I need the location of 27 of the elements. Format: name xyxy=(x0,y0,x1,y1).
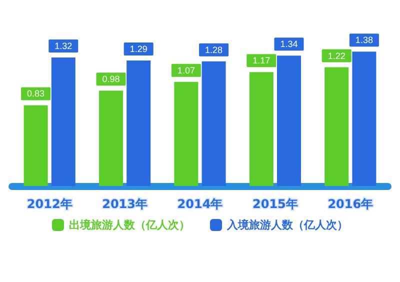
data-label: 1.22 xyxy=(328,50,346,61)
data-label: 1.29 xyxy=(130,44,148,54)
bar xyxy=(324,67,349,186)
x-tick-label: 2012年 xyxy=(26,197,72,211)
x-tick-label: 2016年 xyxy=(328,197,374,211)
x-tick-label: 2013年 xyxy=(102,197,148,211)
data-label: 1.07 xyxy=(177,65,195,76)
data-label: 1.32 xyxy=(54,41,72,52)
bar xyxy=(51,58,76,186)
bar xyxy=(174,82,198,186)
bar xyxy=(24,105,48,186)
x-tick-label: 2014年 xyxy=(177,197,223,211)
bar xyxy=(249,72,274,186)
x-tick-label: 2015年 xyxy=(252,197,298,211)
data-label: 0.98 xyxy=(102,74,120,84)
bar xyxy=(277,56,301,186)
legend-label: 出境旅游人数（亿人次） xyxy=(69,218,190,232)
legend-label: 入境旅游人数（亿人次） xyxy=(226,218,348,232)
bar xyxy=(202,61,226,186)
bar xyxy=(352,52,376,186)
data-label: 0.83 xyxy=(27,88,45,99)
data-label: 1.38 xyxy=(355,35,373,46)
bar xyxy=(99,90,123,186)
bar xyxy=(126,60,151,186)
data-label: 1.34 xyxy=(280,39,298,50)
data-label: 1.17 xyxy=(252,56,270,66)
data-label: 1.28 xyxy=(205,44,223,55)
